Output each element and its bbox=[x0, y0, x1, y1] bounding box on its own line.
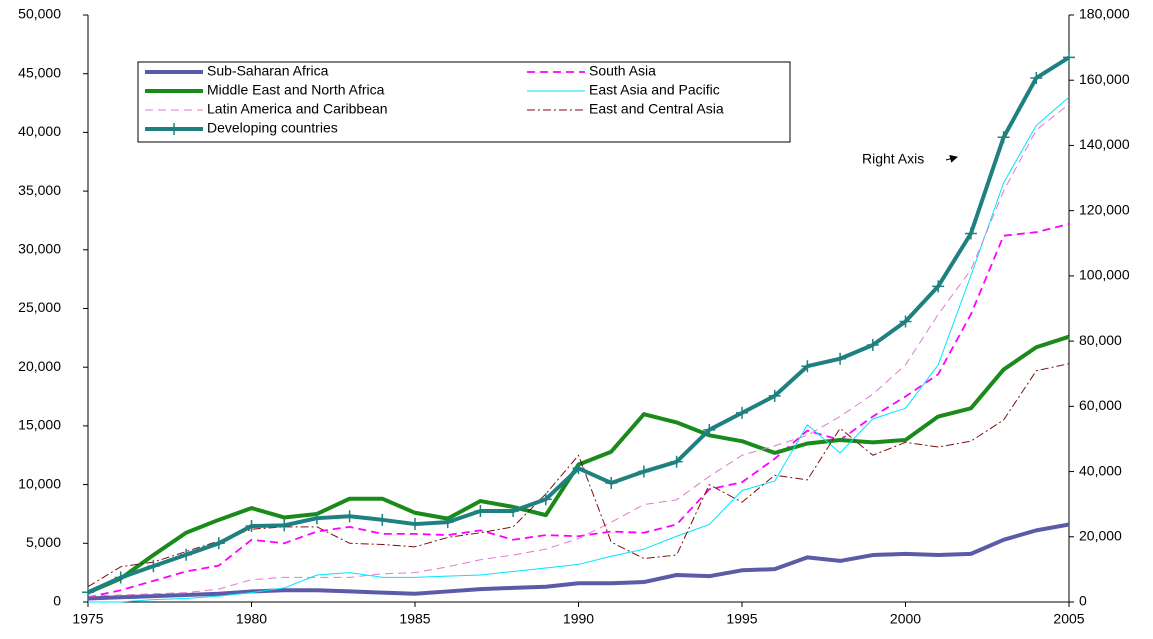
point-marker bbox=[539, 493, 552, 506]
point-marker bbox=[605, 476, 618, 489]
legend-box bbox=[137, 61, 791, 143]
y-tick-label: 30,000 bbox=[18, 241, 61, 257]
x-tick-label: 2000 bbox=[890, 611, 921, 627]
point-marker bbox=[441, 516, 454, 529]
x-tick-label: 2005 bbox=[1053, 611, 1084, 627]
point-marker bbox=[932, 280, 945, 293]
point-marker bbox=[278, 519, 291, 532]
point-marker bbox=[343, 510, 356, 523]
legend-label: Developing countries bbox=[207, 120, 338, 136]
y2-tick-label: 0 bbox=[1079, 593, 1087, 609]
y-tick-label: 45,000 bbox=[18, 64, 61, 80]
x-tick-label: 1975 bbox=[72, 611, 103, 627]
y2-tick-label: 80,000 bbox=[1079, 332, 1122, 348]
y-tick-label: 15,000 bbox=[18, 417, 61, 433]
point-marker bbox=[703, 423, 716, 436]
series-line bbox=[87, 363, 1070, 588]
point-marker bbox=[768, 389, 781, 402]
point-marker bbox=[637, 465, 650, 478]
legend-label: East and Central Asia bbox=[589, 101, 724, 117]
y2-tick-label: 160,000 bbox=[1079, 71, 1130, 87]
x-tick-label: 1985 bbox=[399, 611, 430, 627]
legend-label: Sub-Saharan Africa bbox=[207, 63, 329, 79]
point-marker bbox=[474, 505, 487, 518]
y2-tick-label: 60,000 bbox=[1079, 397, 1122, 413]
point-marker bbox=[507, 505, 520, 518]
y2-tick-label: 20,000 bbox=[1079, 527, 1122, 543]
y-tick-label: 35,000 bbox=[18, 182, 61, 198]
series-line bbox=[88, 96, 1070, 603]
series-line bbox=[87, 103, 1070, 597]
legend-label: South Asia bbox=[589, 63, 656, 79]
y2-tick-label: 140,000 bbox=[1079, 136, 1130, 152]
point-marker bbox=[212, 537, 225, 550]
x-tick-label: 1990 bbox=[563, 611, 594, 627]
legend-label: Middle East and North Africa bbox=[207, 82, 385, 98]
series-line bbox=[87, 522, 1070, 601]
point-marker bbox=[310, 512, 323, 525]
point-marker bbox=[866, 339, 879, 352]
y-tick-label: 10,000 bbox=[18, 475, 61, 491]
point-marker bbox=[114, 571, 127, 584]
point-marker bbox=[899, 315, 912, 328]
point-marker bbox=[801, 360, 814, 373]
point-marker bbox=[1030, 71, 1043, 84]
y2-tick-label: 120,000 bbox=[1079, 201, 1130, 217]
x-tick-label: 1980 bbox=[236, 611, 267, 627]
legend-label: Latin America and Caribbean bbox=[207, 101, 388, 117]
y2-tick-label: 100,000 bbox=[1079, 267, 1130, 283]
x-tick-label: 1995 bbox=[726, 611, 757, 627]
point-marker bbox=[82, 586, 94, 599]
point-marker bbox=[997, 131, 1010, 144]
point-marker bbox=[1063, 51, 1075, 64]
legend-marker bbox=[168, 123, 180, 135]
legend-label: East Asia and Pacific bbox=[589, 82, 720, 98]
y2-tick-label: 180,000 bbox=[1079, 6, 1130, 22]
y-tick-label: 25,000 bbox=[18, 299, 61, 315]
annotation-arrow bbox=[945, 154, 958, 163]
y-tick-label: 40,000 bbox=[18, 123, 61, 139]
y-tick-label: 5,000 bbox=[26, 534, 61, 550]
point-marker bbox=[736, 406, 748, 419]
y-tick-label: 50,000 bbox=[18, 6, 61, 22]
annotation: Right Axis bbox=[862, 151, 924, 167]
point-marker bbox=[245, 520, 258, 533]
point-marker bbox=[964, 227, 977, 240]
y-tick-label: 0 bbox=[53, 593, 61, 609]
y-tick-label: 20,000 bbox=[18, 358, 61, 374]
point-marker bbox=[147, 560, 160, 573]
point-marker bbox=[834, 352, 847, 365]
point-marker bbox=[670, 455, 683, 468]
point-marker bbox=[180, 548, 193, 561]
point-marker bbox=[572, 462, 585, 475]
series-line bbox=[87, 223, 1070, 599]
point-marker bbox=[376, 513, 389, 526]
point-marker bbox=[409, 518, 421, 531]
y2-tick-label: 40,000 bbox=[1079, 462, 1122, 478]
